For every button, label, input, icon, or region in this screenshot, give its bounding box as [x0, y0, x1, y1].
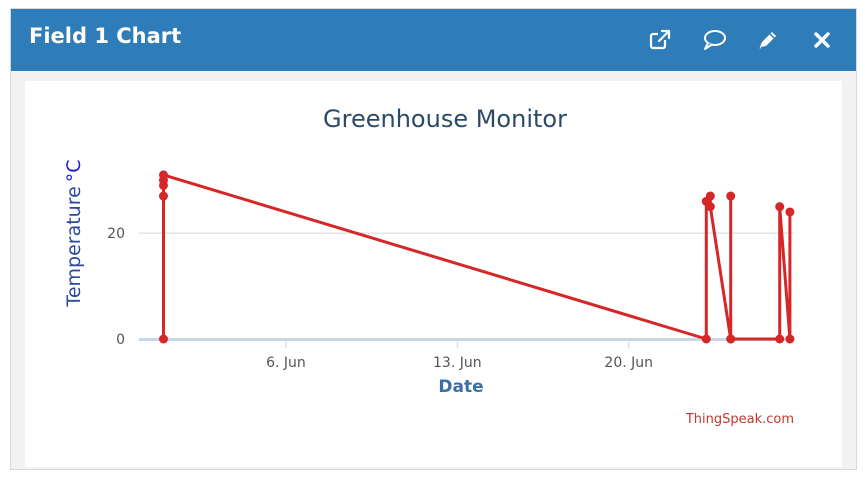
panel-header: Field 1 Chart: [11, 9, 856, 71]
grid-lines: [139, 232, 794, 341]
chart-title: Greenhouse Monitor: [323, 105, 567, 133]
data-point[interactable]: [785, 334, 795, 344]
y-axis-unit: °C: [63, 159, 85, 182]
y-axis-label-group: Temperature °C: [63, 159, 85, 307]
plot-area: Greenhouse Monitor 0 20 6. Jun 13. Jun 20. …: [25, 81, 842, 467]
data-point[interactable]: [158, 191, 168, 201]
pencil-icon[interactable]: [754, 26, 782, 54]
line-chart: Greenhouse Monitor 0 20 6. Jun 13. Jun 20. …: [63, 105, 795, 427]
y-tick-label: 20: [107, 226, 125, 242]
y-tick-labels: 0 20: [107, 226, 125, 348]
data-point[interactable]: [705, 191, 715, 201]
series-line-group: [158, 170, 795, 344]
comment-icon[interactable]: [700, 26, 728, 54]
credit-label: ThingSpeak.com: [685, 412, 794, 427]
data-point[interactable]: [775, 334, 785, 344]
y-tick-label: 0: [116, 332, 125, 348]
x-tick-label: 13. Jun: [433, 355, 482, 371]
data-point[interactable]: [775, 202, 785, 212]
data-point[interactable]: [158, 170, 168, 180]
series-line: [162, 173, 792, 341]
data-point[interactable]: [705, 202, 715, 212]
x-axis-label: Date: [438, 377, 483, 397]
data-point[interactable]: [785, 207, 795, 217]
data-point[interactable]: [158, 334, 168, 344]
chart-panel: Field 1 Chart: [10, 8, 857, 470]
external-link-icon[interactable]: [646, 26, 674, 54]
data-point[interactable]: [726, 334, 736, 344]
close-icon[interactable]: [808, 26, 836, 54]
x-tick-label: 6. Jun: [266, 355, 306, 371]
header-actions: [646, 23, 836, 57]
x-tick-label: 20. Jun: [604, 355, 653, 371]
y-axis-label: Temperature °C: [63, 159, 85, 307]
y-axis-label-text: Temperature: [63, 186, 85, 307]
data-point[interactable]: [701, 334, 711, 344]
x-tick-labels: 6. Jun 13. Jun 20. Jun: [266, 341, 653, 371]
data-point[interactable]: [726, 191, 736, 201]
panel-title: Field 1 Chart: [29, 24, 182, 48]
